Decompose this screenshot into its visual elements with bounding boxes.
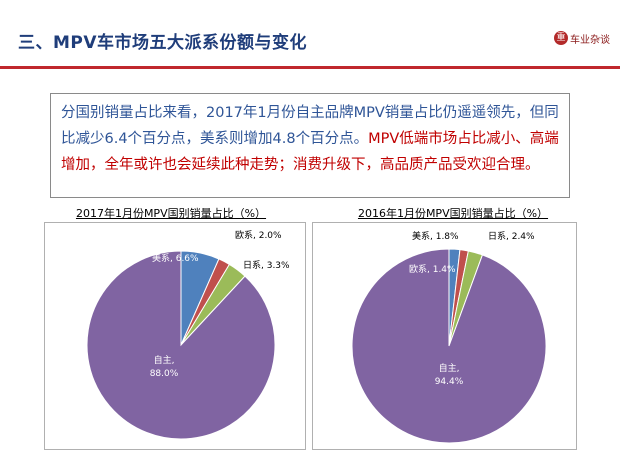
pie-label-zizhu-2016: 自主, 94.4% — [435, 362, 464, 387]
summary-text: 分国别销量占比来看，2017年1月份自主品牌MPV销量占比仍遥遥领先，但同比减少… — [61, 105, 559, 147]
pie-slice-zizhu-2017 — [86, 250, 276, 440]
pie-label-meixi-2017: 美系, 6.6% — [152, 252, 199, 264]
pie-label-rixi-2016: 日系, 2.4% — [488, 231, 535, 242]
pie-chart-2017: 美系, 6.6% 欧系, 2.0% 日系, 3.3% 自主, 88.0% — [86, 229, 290, 440]
chart-panel-2017 — [44, 222, 306, 450]
pie-label-ouxi-2016: 欧系, 1.4% — [409, 263, 456, 275]
pie-label-meixi-2016: 美系, 1.8% — [412, 230, 459, 242]
chart-title-2017: 2017年1月份MPV国别销量占比（%） — [75, 207, 267, 220]
logo-text: 车业杂谈 — [570, 34, 610, 46]
summary-highlight: MPV低端市场占比减小、高端增加，全年或许也会延续此种走势；消费升级下，高品质产… — [61, 131, 559, 173]
pie-label-rixi-2017: 日系, 3.3% — [243, 260, 290, 271]
slide-title: 三、MPV车市场五大派系份额与变化 — [18, 33, 308, 53]
pie-label-zizhu-2017: 自主, 88.0% — [150, 354, 179, 379]
chart-panel-2016 — [312, 222, 577, 450]
chart-title-2016: 2016年1月份MPV国别销量占比（%） — [357, 207, 549, 220]
brand-logo: 重 车业杂谈 — [553, 20, 611, 56]
pie-chart-2016: 美系, 1.8% 欧系, 1.4% 日系, 2.4% 自主, 94.4% — [351, 230, 547, 444]
logo-badge: 重 — [554, 31, 568, 45]
pie-slice-zizhu-2016 — [351, 248, 547, 444]
summary-box: 分国别销量占比来看，2017年1月份自主品牌MPV销量占比仍遥遥领先，但同比减少… — [50, 93, 570, 198]
title-rule — [0, 66, 620, 69]
pie-label-ouxi-2017: 欧系, 2.0% — [235, 229, 282, 241]
